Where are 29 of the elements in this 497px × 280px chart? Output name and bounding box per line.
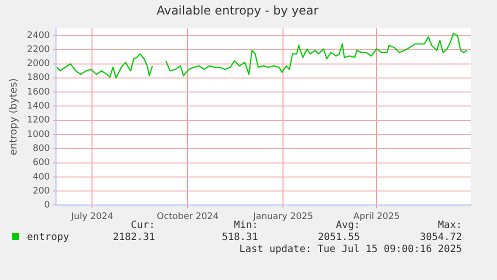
y-tick-label: 1000 xyxy=(27,130,50,140)
y-tick-label: 2400 xyxy=(27,30,50,41)
y-tick-label: 0 xyxy=(44,200,50,211)
y-tick-label: 800 xyxy=(32,144,50,154)
text: Avg: xyxy=(336,220,360,231)
y-tick-label: 200 xyxy=(32,186,50,196)
y-tick-label: 1600 xyxy=(27,87,50,98)
y-tick-label: 600 xyxy=(32,158,50,168)
text: Max: xyxy=(438,220,462,231)
text: Min: xyxy=(234,220,258,231)
x-tick-label: January 2025 xyxy=(252,212,314,222)
legend-label: entropy xyxy=(26,232,70,243)
y-tick-label: 400 xyxy=(32,172,50,182)
x-tick-label: October 2024 xyxy=(156,212,219,222)
y-axis-title: entropy (bytes) xyxy=(8,78,20,156)
text: Cur: xyxy=(130,220,155,231)
text: 2182.31 xyxy=(112,232,155,243)
x-tick-label: April 2025 xyxy=(353,212,400,222)
y-tick-label: 2200 xyxy=(27,44,50,55)
chart-title: Available entropy - by year xyxy=(156,3,318,18)
y-tick-label: 2000 xyxy=(27,59,50,70)
text: Last update: Tue Jul 15 09:00:16 2025 xyxy=(239,244,462,255)
y-tick-label: 1400 xyxy=(27,102,50,112)
text: 518.31 xyxy=(222,232,258,243)
y-tick-label: 1200 xyxy=(27,116,50,126)
text: 3054.72 xyxy=(420,232,462,243)
y-tick-label: 1800 xyxy=(27,73,50,84)
x-tick-label: July 2024 xyxy=(70,212,114,222)
text: 2051.55 xyxy=(318,232,360,243)
